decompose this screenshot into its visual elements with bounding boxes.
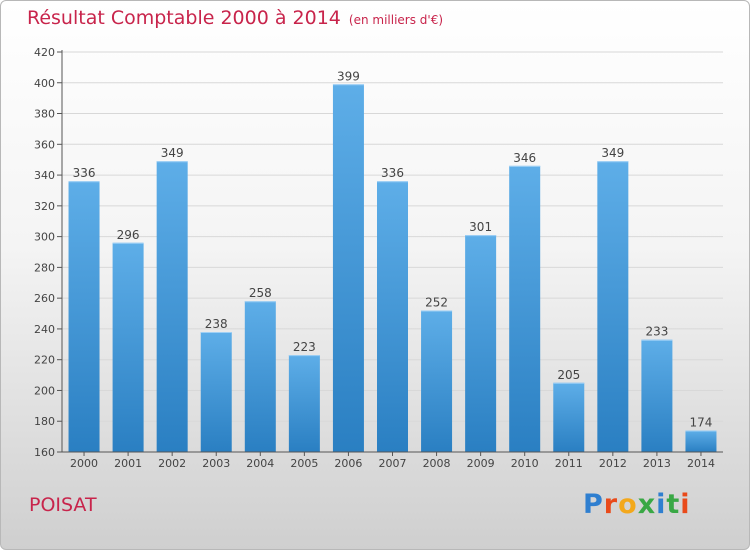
value-label-2009: 301	[469, 220, 492, 234]
value-label-2002: 349	[161, 146, 184, 160]
value-label-2005: 223	[293, 340, 316, 354]
value-label-2012: 349	[601, 146, 624, 160]
y-tick-label: 260	[34, 292, 55, 305]
x-tick-label-2006: 2006	[334, 457, 362, 470]
x-tick-label-2003: 2003	[202, 457, 230, 470]
logo-letter: i	[656, 489, 667, 520]
y-tick-label: 400	[34, 77, 55, 90]
x-tick-label-2002: 2002	[158, 457, 186, 470]
axes: 160 180 200 220 240 260 280 300 320 340 360 380 400 4…	[34, 46, 723, 470]
y-tick-label: 220	[34, 354, 55, 367]
bar-2013	[641, 339, 673, 452]
bar-2001	[112, 242, 144, 452]
town-name: POISAT	[29, 494, 97, 516]
x-tick-label-2005: 2005	[290, 457, 318, 470]
y-tick-label: 160	[34, 446, 55, 459]
x-tick-label-2000: 2000	[70, 457, 98, 470]
title-text: Résultat Comptable 2000 à 2014	[27, 7, 341, 29]
bar-2014	[685, 430, 717, 452]
y-tick-label: 240	[34, 323, 55, 336]
y-tick-label: 300	[34, 231, 55, 244]
value-label-2001: 296	[117, 228, 140, 242]
x-tick-label-2010: 2010	[511, 457, 539, 470]
value-label-2010: 346	[513, 151, 536, 165]
x-tick-label-2012: 2012	[599, 457, 627, 470]
value-label-2011: 205	[557, 368, 580, 382]
x-tick-label-2009: 2009	[467, 457, 495, 470]
logo-letter: t	[666, 489, 681, 520]
logo-letter: o	[618, 489, 638, 520]
y-tick-label: 320	[34, 200, 55, 213]
y-tick-label: 420	[34, 46, 55, 59]
x-tick-label-2011: 2011	[555, 457, 583, 470]
value-label-2006: 399	[337, 69, 360, 83]
y-tick-label: 380	[34, 108, 55, 121]
bars: 336 296 349 238 258 223 399 336 252 301 346 205 349 2…	[68, 69, 717, 453]
x-tick-label-2008: 2008	[423, 457, 451, 470]
value-label-2008: 252	[425, 295, 448, 309]
value-label-2003: 238	[205, 317, 228, 331]
y-tick-label: 180	[34, 415, 55, 428]
bar-2011	[553, 382, 585, 452]
bar-2005	[288, 355, 320, 452]
value-label-2000: 336	[73, 166, 96, 180]
value-label-2004: 258	[249, 286, 272, 300]
chart-title: Résultat Comptable 2000 à 2014 (en millie…	[27, 7, 443, 29]
y-tick-label: 340	[34, 169, 55, 182]
bar-2012	[597, 161, 629, 452]
x-tick-label-2001: 2001	[114, 457, 142, 470]
value-label-2007: 336	[381, 166, 404, 180]
bar-2009	[465, 235, 497, 452]
x-tick-label-2004: 2004	[246, 457, 274, 470]
bar-2000	[68, 181, 100, 452]
bar-2010	[509, 165, 541, 452]
value-label-2014: 174	[690, 415, 713, 429]
logo-letter: r	[603, 489, 619, 520]
logo-letter: i	[680, 489, 691, 520]
x-tick-label-2013: 2013	[643, 457, 671, 470]
bar-2008	[421, 310, 453, 452]
logo-letter: x	[637, 489, 657, 520]
y-tick-label: 360	[34, 138, 55, 151]
chart-subtitle: (en milliers d'€)	[348, 13, 444, 27]
bar-2007	[377, 181, 408, 452]
y-tick-label: 280	[34, 261, 55, 274]
x-tick-label-2007: 2007	[379, 457, 407, 470]
value-label-2013: 233	[645, 325, 668, 339]
bar-2003	[200, 332, 232, 452]
y-tick-label: 200	[34, 384, 55, 397]
proxiti-logo[interactable]: Proxiti	[583, 489, 691, 520]
bar-2002	[156, 161, 188, 452]
bar-2006	[332, 84, 364, 453]
logo-letter: P	[583, 489, 604, 520]
bar-2004	[244, 301, 276, 452]
x-tick-label-2014: 2014	[687, 457, 715, 470]
